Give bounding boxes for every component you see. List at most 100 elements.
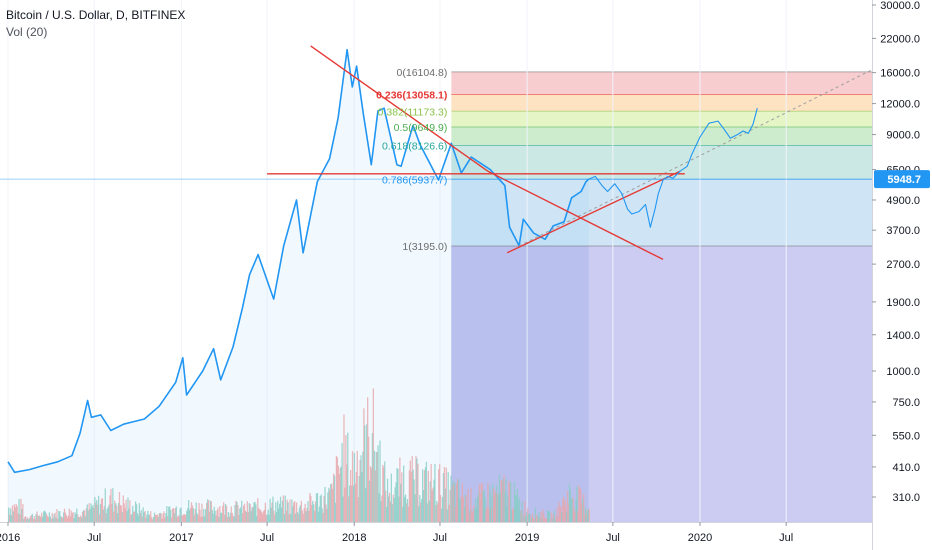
volume-bar: [509, 483, 511, 522]
volume-bar: [518, 497, 520, 522]
fib-level-label: 1(3195.0): [402, 241, 447, 253]
volume-bar: [457, 479, 460, 522]
volume-bar: [89, 508, 91, 522]
volume-bar: [538, 512, 540, 522]
volume-bar: [449, 489, 451, 522]
fib-level-label: 0.786(5937.7): [382, 174, 447, 186]
volume-bar: [152, 516, 155, 522]
volume-bar: [213, 506, 215, 522]
volume-bar: [243, 503, 246, 522]
volume-bar: [582, 498, 584, 522]
volume-bar: [273, 510, 275, 522]
volume-bar: [131, 514, 133, 522]
volume-bar: [33, 516, 35, 522]
volume-bar: [279, 496, 282, 522]
volume-bar: [500, 480, 502, 522]
volume-bar: [579, 488, 581, 522]
volume-bar: [27, 519, 30, 522]
volume-bar: [275, 502, 277, 522]
volume-bar: [313, 504, 315, 522]
volume-bar: [66, 517, 69, 522]
volume-bar: [515, 495, 518, 522]
volume-bar: [554, 519, 556, 522]
volume-bar: [302, 513, 304, 522]
volume-bar: [322, 512, 324, 522]
volume-bar: [81, 511, 84, 522]
volume-bar: [563, 496, 565, 522]
volume-bar: [494, 490, 497, 522]
volume-bar: [135, 504, 138, 522]
volume-bar: [470, 487, 472, 522]
volume-bar: [97, 504, 99, 522]
volume-bar: [123, 503, 125, 522]
volume-bar: [502, 479, 504, 522]
volume-bar: [161, 518, 163, 522]
volume-bar: [225, 505, 228, 522]
volume-bar: [191, 505, 194, 522]
volume-bar: [486, 506, 488, 522]
volume-bar: [92, 504, 94, 522]
volume-bar: [57, 518, 59, 522]
volume-bar: [485, 510, 487, 522]
volume-bar: [429, 481, 431, 522]
volume-bar: [267, 509, 269, 522]
time-axis: 2016 Jul 2017 Jul 2018 Jul 2019 Jul 2020 Jul: [0, 522, 872, 550]
volume-bar: [21, 508, 23, 522]
volume-bar: [41, 512, 43, 522]
volume-bar: [88, 503, 90, 522]
time-range-highlight: [451, 245, 589, 522]
volume-bar: [335, 455, 338, 522]
volume-bar: [324, 486, 326, 522]
price-tick-label: 4900.0: [886, 195, 920, 207]
volume-bar: [76, 508, 78, 522]
volume-bar: [346, 464, 348, 522]
volume-bar: [223, 502, 225, 522]
price-tick-label: 3700.0: [886, 225, 920, 237]
volume-bar: [39, 515, 41, 522]
volume-bar: [364, 425, 366, 522]
volume-bar: [172, 508, 175, 522]
volume-bar: [341, 442, 343, 522]
volume-bar: [68, 508, 70, 522]
volume-indicator-label[interactable]: Vol (20): [6, 25, 48, 39]
volume-bar: [266, 514, 268, 522]
volume-bar: [292, 506, 294, 522]
volume-bar: [46, 516, 49, 522]
volume-bar: [492, 484, 494, 522]
volume-bar: [170, 517, 173, 522]
volume-bar: [403, 496, 406, 522]
volume-bar: [426, 503, 429, 522]
volume-bar: [126, 511, 128, 522]
volume-bar: [511, 510, 513, 522]
volume-bar: [186, 510, 188, 522]
volume-bar: [295, 513, 297, 522]
volume-bar: [101, 497, 104, 522]
volume-bar: [110, 488, 112, 522]
volume-bar: [547, 510, 550, 522]
volume-bar: [77, 514, 79, 522]
volume-bar: [15, 504, 17, 522]
volume-bar: [155, 515, 158, 522]
volume-bar: [444, 488, 447, 522]
volume-bar: [344, 487, 346, 522]
volume-bar: [363, 408, 365, 522]
volume-bar: [383, 467, 385, 522]
volume-bar: [43, 510, 46, 522]
volume-bar: [250, 511, 252, 522]
volume-bar: [28, 518, 31, 522]
drawings: [0, 45, 874, 261]
volume-bar: [56, 509, 58, 522]
volume-bar: [151, 519, 154, 522]
volume-bar: [469, 510, 471, 522]
volume-bar: [102, 509, 105, 522]
volume-bar: [501, 480, 503, 522]
volume-bar: [394, 487, 396, 522]
volume-bar: [180, 507, 182, 522]
fib-level-label: 0.618(8126.6): [382, 141, 447, 153]
volume-bar: [115, 503, 117, 522]
volume-bar: [438, 469, 440, 522]
volume-bar: [349, 469, 352, 522]
volume-bar: [224, 503, 227, 522]
volume-bar: [10, 515, 13, 522]
